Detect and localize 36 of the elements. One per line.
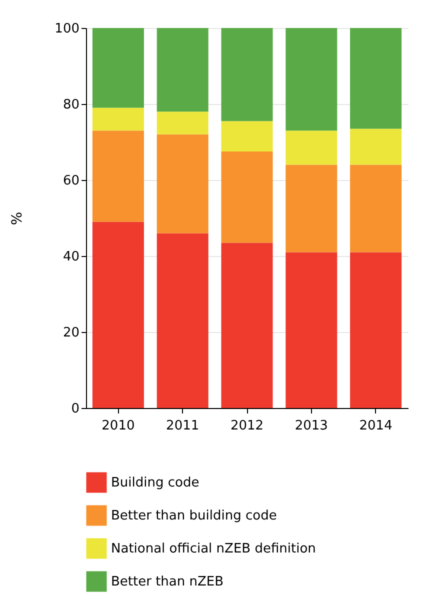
- bar: [286, 130, 338, 165]
- bar: [221, 121, 273, 152]
- bar: [221, 242, 273, 408]
- x-tick-label: 2013: [294, 418, 328, 434]
- bar: [92, 130, 144, 222]
- y-tick-label: 60: [62, 174, 80, 188]
- y-tick-label: 0: [71, 402, 80, 416]
- bar: [350, 164, 402, 252]
- x-tick-label: 2014: [359, 418, 392, 434]
- x-tick-label: 2012: [230, 418, 264, 434]
- bar: [156, 112, 208, 134]
- y-axis-title: %: [10, 212, 26, 226]
- bar: [221, 152, 273, 243]
- bar: [221, 28, 273, 122]
- x-tick-label: 2011: [166, 418, 200, 434]
- bar: [156, 233, 208, 408]
- bar: [156, 28, 208, 112]
- legend-label: Better than building code: [111, 508, 277, 524]
- y-tick-label: 100: [54, 22, 80, 36]
- y-tick-label: 40: [62, 250, 80, 264]
- bar: [286, 252, 338, 408]
- bar: [156, 134, 208, 234]
- legend-label: Building code: [111, 476, 200, 490]
- bar: [350, 252, 402, 408]
- y-tick-label: 80: [62, 98, 80, 112]
- bar: [350, 28, 402, 129]
- bar: [92, 28, 144, 108]
- legend-label: National official nZEB definition: [111, 542, 316, 556]
- bar: [286, 164, 338, 252]
- bar: [92, 108, 144, 131]
- bar: [286, 28, 338, 131]
- x-tick-label: 2010: [102, 418, 135, 434]
- y-tick-label: 20: [62, 326, 80, 340]
- bar: [92, 222, 144, 408]
- legend-label: Better than nZEB: [111, 574, 224, 590]
- bar: [350, 128, 402, 165]
